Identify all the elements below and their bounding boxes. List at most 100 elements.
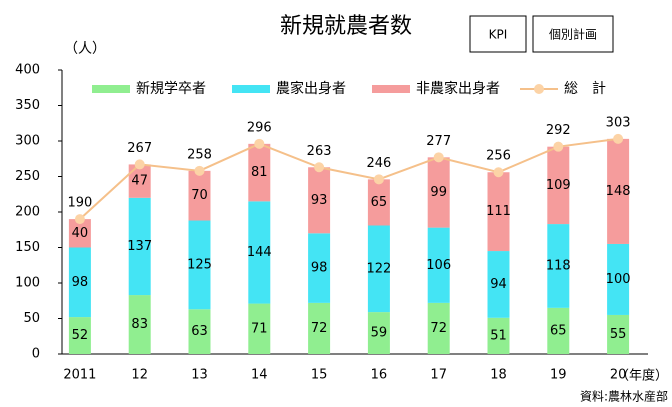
data-label: 72 xyxy=(430,321,447,336)
data-label: 111 xyxy=(486,204,511,219)
bar-segment xyxy=(367,312,390,354)
legend-label: 非農家出身者 xyxy=(416,80,500,97)
total-marker xyxy=(314,162,325,173)
y-tick-label: 200 xyxy=(15,205,40,220)
bar-segment xyxy=(547,146,570,225)
bar-segment xyxy=(188,170,211,221)
total-marker xyxy=(493,167,504,178)
x-tick-label: 18 xyxy=(490,368,507,383)
total-label: 277 xyxy=(426,134,451,149)
bar-segment xyxy=(367,225,390,313)
data-label: 40 xyxy=(72,226,89,241)
total-marker xyxy=(373,174,384,185)
total-marker xyxy=(553,141,564,152)
bar-segment xyxy=(128,295,151,354)
bar-segment xyxy=(248,201,271,304)
kpi-button[interactable] xyxy=(469,15,527,53)
legend-marker xyxy=(534,84,544,94)
x-tick-label: 2011 xyxy=(63,368,96,383)
x-tick-label: 15 xyxy=(311,368,328,383)
bar-segment xyxy=(68,247,91,318)
bar-segment xyxy=(308,167,331,234)
data-label: 63 xyxy=(191,324,208,339)
data-label: 70 xyxy=(191,188,208,203)
legend-label: 新規学卒者 xyxy=(136,81,206,97)
total-label: 296 xyxy=(247,120,272,135)
source: 資料:農林水産部 xyxy=(580,389,668,404)
x-tick-label: 20 xyxy=(610,368,627,383)
bar-segment xyxy=(308,233,331,303)
bar-segment xyxy=(427,157,450,228)
data-label: 71 xyxy=(251,321,268,336)
bar-segment xyxy=(547,307,570,354)
data-label: 55 xyxy=(610,327,627,342)
bar-segment xyxy=(607,138,630,244)
data-label: 65 xyxy=(371,195,388,210)
total-label: 267 xyxy=(127,141,152,156)
x-tick-label: 13 xyxy=(191,368,208,383)
data-label: 98 xyxy=(311,261,328,276)
y-tick-label: 300 xyxy=(15,134,40,149)
bar-segment xyxy=(248,303,271,354)
data-label: 81 xyxy=(251,165,268,180)
data-label: 94 xyxy=(490,277,507,292)
data-label: 109 xyxy=(546,178,571,193)
y-tick-label: 250 xyxy=(15,169,40,184)
kpi-label: KPI xyxy=(489,28,508,42)
data-label: 106 xyxy=(426,258,451,273)
bar-segment xyxy=(188,220,211,310)
x-tick-label: 14 xyxy=(251,368,268,383)
legend-label: 農家出身者 xyxy=(276,80,346,97)
data-label: 72 xyxy=(311,321,328,336)
total-label: 292 xyxy=(546,123,571,138)
total-label: 190 xyxy=(67,196,92,211)
y-axis-unit: （人） xyxy=(64,41,106,57)
total-marker xyxy=(613,133,624,144)
chart-title: 新規就農者数 xyxy=(280,14,412,39)
legend-swatch xyxy=(92,85,130,93)
y-tick-label: 150 xyxy=(15,240,40,255)
x-axis-unit: （年度） xyxy=(616,368,668,384)
bar-segment xyxy=(308,302,331,354)
bar-segment xyxy=(68,317,91,354)
data-label: 47 xyxy=(131,174,148,189)
bar-segment xyxy=(547,224,570,308)
total-label: 246 xyxy=(366,156,391,171)
plan-label: 個別計画 xyxy=(549,27,597,42)
x-tick-label: 17 xyxy=(430,368,447,383)
y-tick-label: 400 xyxy=(15,63,40,78)
data-label: 83 xyxy=(131,317,148,332)
y-tick-label: 0 xyxy=(32,347,40,362)
total-label: 258 xyxy=(187,147,212,162)
total-label: 303 xyxy=(606,115,631,130)
bar-segment xyxy=(487,251,510,318)
bar-segment xyxy=(68,219,91,248)
data-label: 65 xyxy=(550,323,567,338)
legend-swatch xyxy=(232,85,270,93)
data-label: 125 xyxy=(187,257,212,272)
data-label: 148 xyxy=(606,184,631,199)
x-tick-label: 12 xyxy=(131,368,148,383)
total-label: 256 xyxy=(486,149,511,164)
plan-button[interactable] xyxy=(532,15,614,53)
bar-segment xyxy=(188,309,211,354)
bar-segment xyxy=(607,314,630,354)
x-tick-label: 19 xyxy=(550,368,567,383)
data-label: 144 xyxy=(247,245,272,260)
data-label: 98 xyxy=(72,275,89,290)
data-label: 99 xyxy=(430,185,447,200)
bar-segment xyxy=(427,302,450,354)
y-tick-label: 350 xyxy=(15,98,40,113)
total-marker xyxy=(194,165,205,176)
total-marker xyxy=(74,214,85,225)
data-label: 52 xyxy=(72,328,89,343)
y-tick-label: 100 xyxy=(15,276,40,291)
data-label: 122 xyxy=(366,261,391,276)
total-label: 263 xyxy=(307,144,332,159)
bar-segment xyxy=(128,197,151,296)
bar-segment xyxy=(427,227,450,303)
total-marker xyxy=(254,138,265,149)
bar-segment xyxy=(487,317,510,354)
legend-swatch xyxy=(372,85,410,93)
